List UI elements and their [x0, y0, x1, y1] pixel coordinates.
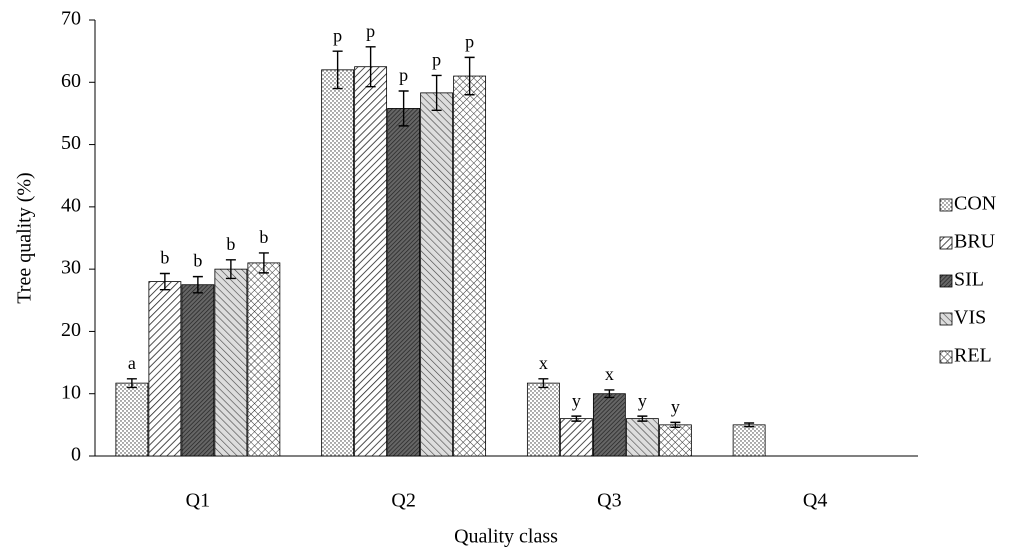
error-bar	[744, 422, 755, 428]
bar	[321, 69, 355, 457]
y-tick-label: 40	[61, 194, 81, 216]
y-tick-label: 10	[61, 381, 81, 403]
bar	[592, 393, 626, 457]
bar	[732, 424, 766, 457]
significance-letter: y	[671, 396, 680, 416]
legend-label: VIS	[954, 307, 986, 329]
legend-swatch	[939, 274, 953, 288]
legend-label: SIL	[954, 269, 984, 291]
bar	[453, 75, 487, 457]
significance-letter: p	[432, 50, 441, 70]
bar	[387, 108, 421, 457]
error-bar	[464, 56, 475, 96]
bar	[148, 281, 182, 457]
x-tick-label: Q4	[803, 490, 827, 512]
significance-letter: y	[638, 390, 647, 410]
legend-swatch	[939, 236, 953, 250]
x-tick-label: Q1	[186, 490, 210, 512]
legend-label: BRU	[954, 231, 996, 253]
significance-letter: b	[259, 227, 268, 247]
bar	[214, 268, 248, 457]
error-bar	[571, 415, 582, 422]
bar	[181, 284, 215, 457]
bar	[559, 418, 593, 457]
significance-letter: b	[160, 248, 169, 268]
significance-letter: p	[333, 25, 342, 45]
bar	[625, 418, 659, 457]
bar	[354, 66, 388, 457]
bar	[658, 424, 692, 457]
y-tick-label: 50	[61, 132, 81, 154]
y-axis-title: Tree quality (%)	[14, 172, 36, 303]
error-bar	[637, 415, 648, 422]
significance-letter: a	[128, 353, 136, 373]
error-bar	[332, 50, 343, 90]
bar	[115, 382, 149, 457]
significance-letter: b	[193, 251, 202, 271]
error-bar	[126, 378, 137, 389]
x-axis-title: Quality class	[454, 526, 558, 548]
significance-letter: x	[539, 353, 548, 373]
error-bar	[258, 252, 269, 274]
significance-letter: p	[465, 31, 474, 51]
significance-letter: p	[366, 21, 375, 41]
error-bar	[538, 378, 549, 389]
y-tick-label: 0	[71, 444, 81, 466]
legend-swatch	[939, 198, 953, 212]
bar	[420, 92, 454, 457]
bar	[526, 382, 560, 457]
legend-label: CON	[954, 193, 996, 215]
x-tick-label: Q2	[391, 490, 415, 512]
error-bar	[431, 74, 442, 112]
error-bar	[398, 90, 409, 127]
y-tick-label: 30	[61, 257, 81, 279]
error-bar	[604, 389, 615, 399]
legend-swatch	[939, 350, 953, 364]
error-bar	[192, 275, 203, 294]
error-bar	[670, 421, 681, 429]
y-tick-label: 70	[61, 8, 81, 30]
error-bar	[225, 259, 236, 280]
bar	[247, 262, 281, 457]
significance-letter: x	[605, 364, 614, 384]
significance-letter: p	[399, 65, 408, 85]
error-bar	[365, 46, 376, 88]
y-tick-label: 60	[61, 70, 81, 92]
error-bar	[159, 272, 170, 291]
y-tick-label: 20	[61, 319, 81, 341]
x-tick-label: Q3	[597, 490, 621, 512]
significance-letter: y	[572, 390, 581, 410]
legend-label: REL	[954, 345, 992, 367]
legend-swatch	[939, 312, 953, 326]
significance-letter: b	[226, 234, 235, 254]
